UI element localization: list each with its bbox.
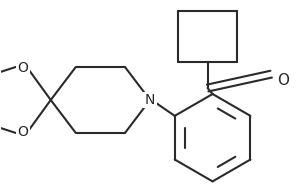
Text: O: O xyxy=(277,73,289,88)
Text: N: N xyxy=(145,93,155,107)
Text: O: O xyxy=(17,125,28,139)
Text: O: O xyxy=(17,61,28,75)
